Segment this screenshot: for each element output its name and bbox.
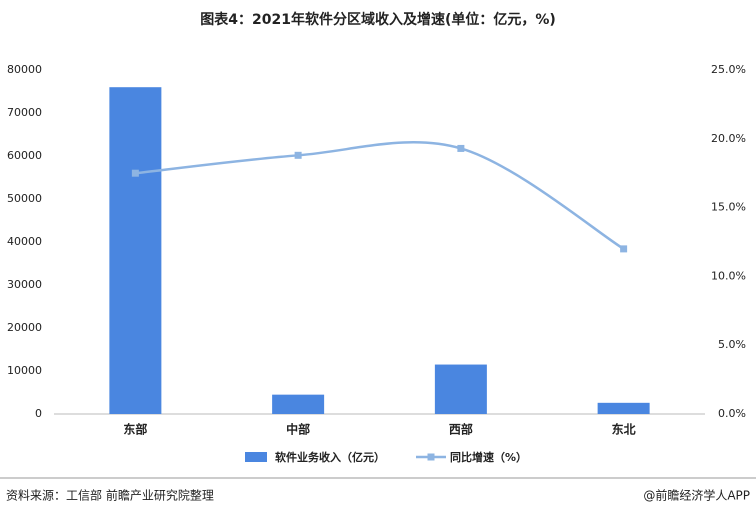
credit: @前瞻经济学人APP xyxy=(643,488,750,503)
legend-swatch xyxy=(245,452,267,462)
x-tick-label: 中部 xyxy=(286,422,310,437)
y-tick-label: 10000 xyxy=(7,364,42,377)
x-tick-label: 西部 xyxy=(449,422,473,437)
legend-label: 软件业务收入（亿元） xyxy=(275,450,385,464)
y-tick-label: 20000 xyxy=(7,321,42,334)
bar xyxy=(272,394,325,414)
y-tick-label: 30000 xyxy=(7,278,42,291)
line-marker xyxy=(131,169,139,177)
line-marker xyxy=(457,144,465,152)
y-tick-label: 0 xyxy=(35,407,42,420)
bar xyxy=(434,364,487,414)
y-tick-label: 70000 xyxy=(7,106,42,119)
legend-label: 同比增速（%） xyxy=(450,450,527,464)
y2-tick-label: 10.0% xyxy=(711,269,746,282)
x-tick-label: 东部 xyxy=(123,422,147,437)
source: 资料来源：工信部 前瞻产业研究院整理 xyxy=(6,488,214,503)
y-tick-label: 50000 xyxy=(7,192,42,205)
y2-tick-label: 5.0% xyxy=(718,338,746,351)
y2-tick-label: 0.0% xyxy=(718,407,746,420)
chart-title: 图表4：2021年软件分区域收入及增速(单位：亿元，%) xyxy=(200,11,556,28)
legend-swatch xyxy=(427,453,435,461)
y-tick-label: 40000 xyxy=(7,235,42,248)
line-marker xyxy=(620,245,628,253)
y2-tick-label: 20.0% xyxy=(711,132,746,145)
line xyxy=(135,141,625,250)
x-tick-label: 东北 xyxy=(612,422,636,437)
y2-tick-label: 15.0% xyxy=(711,201,746,214)
line-marker xyxy=(294,151,302,159)
y-tick-label: 60000 xyxy=(7,149,42,162)
y-tick-label: 80000 xyxy=(7,63,42,76)
y2-tick-label: 25.0% xyxy=(711,63,746,76)
bar xyxy=(597,402,650,414)
bar xyxy=(109,87,162,414)
